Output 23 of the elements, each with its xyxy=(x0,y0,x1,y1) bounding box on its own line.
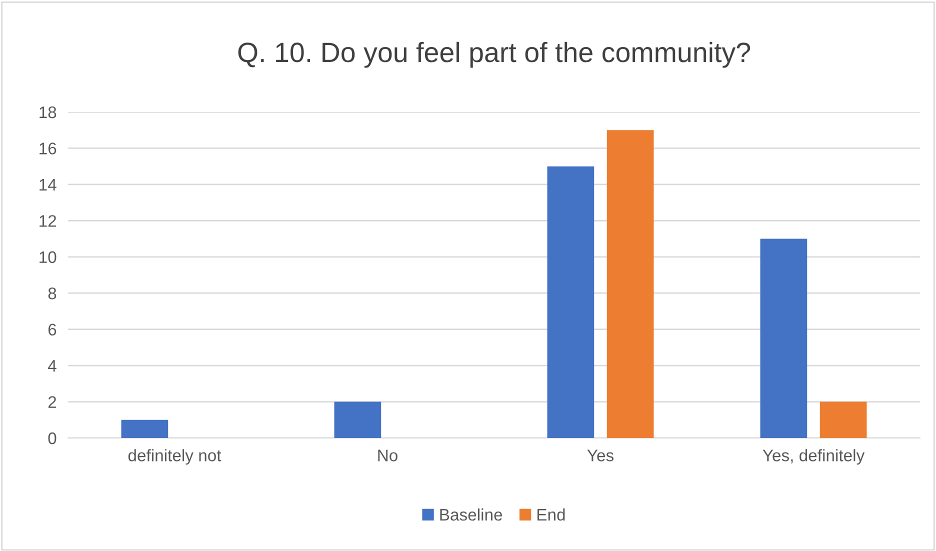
y-tick-label: 10 xyxy=(40,251,56,264)
y-tick-label: 8 xyxy=(48,288,56,300)
bar xyxy=(820,402,867,438)
y-tick-label: 12 xyxy=(40,215,56,227)
y-tick-label: 16 xyxy=(40,142,56,154)
x-tick-label: No xyxy=(378,450,398,462)
y-tick-label: 18 xyxy=(40,106,56,118)
x-tick-label: Yes, definitely xyxy=(762,449,865,465)
y-tick-label: 14 xyxy=(40,179,56,190)
bar xyxy=(121,420,168,438)
legend-label: Baseline xyxy=(440,508,502,521)
x-tick-label: definitely not xyxy=(128,449,222,465)
bar xyxy=(547,166,594,438)
x-tick-label: Yes xyxy=(587,450,614,462)
chart-title: Q. 10. Do you feel part of the community? xyxy=(238,42,750,68)
y-tick-label: 0 xyxy=(48,432,56,444)
y-tick-label: 2 xyxy=(48,396,56,408)
legend-label: End xyxy=(538,508,565,521)
bar xyxy=(606,130,654,438)
bar xyxy=(334,402,382,438)
y-tick-label: 4 xyxy=(48,360,56,372)
bar xyxy=(760,238,808,438)
y-tick-label: 6 xyxy=(48,324,56,336)
